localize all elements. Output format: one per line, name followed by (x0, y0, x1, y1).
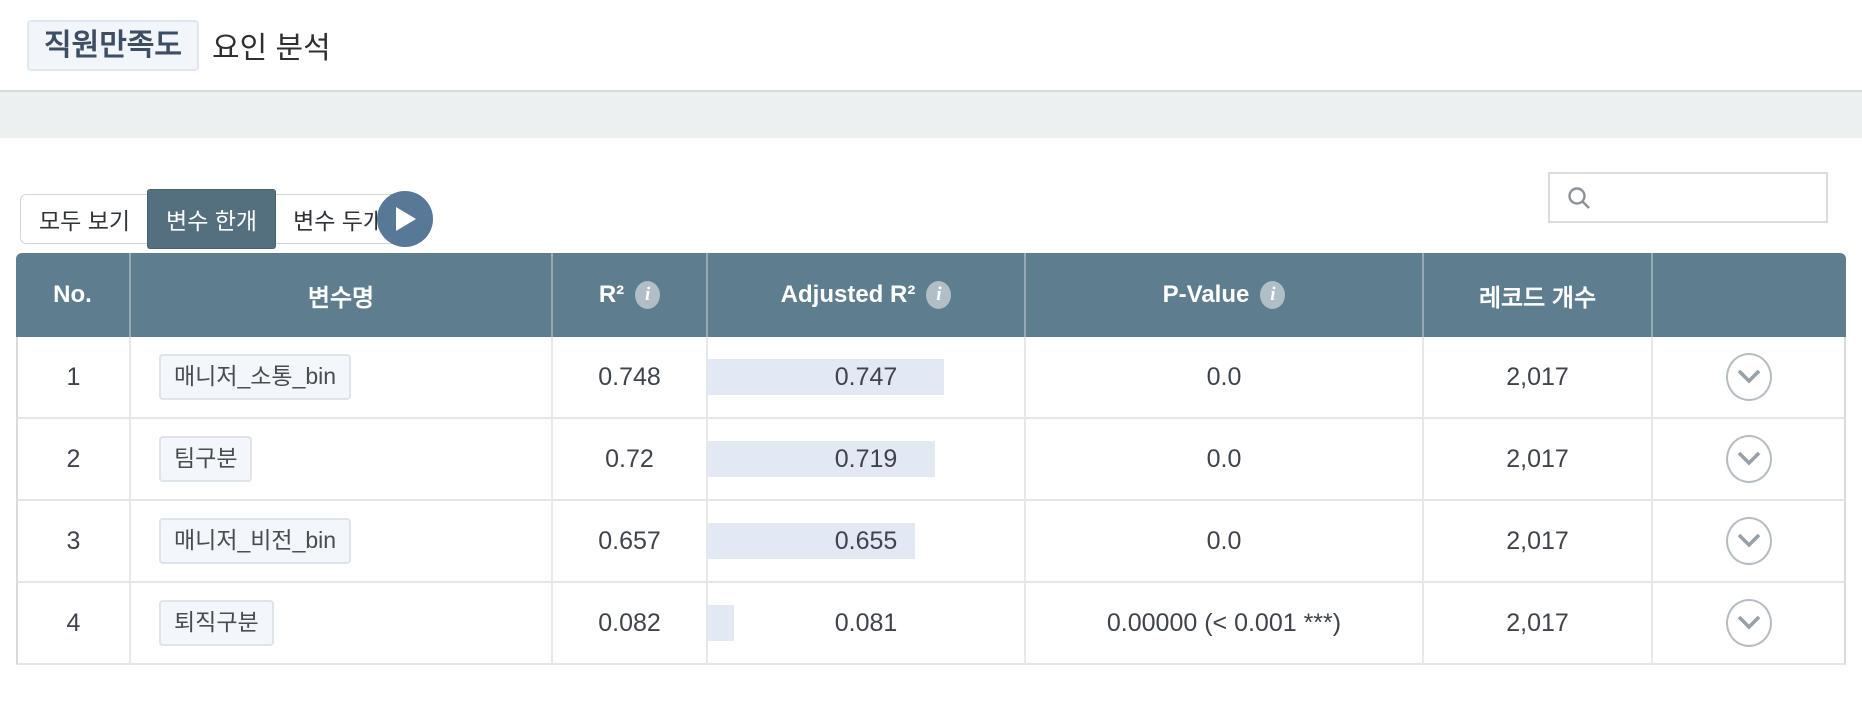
title-variable-chip: 직원만족도 (27, 19, 199, 71)
variable-name-chip: 퇴직구분 (159, 600, 274, 646)
record-count: 2,017 (1424, 419, 1653, 501)
adjusted-r2-cell: 0.719 (708, 419, 1026, 501)
column-header-expand (1653, 253, 1846, 337)
adjusted-r2-bar (708, 359, 945, 395)
page-header: 직원만족도 요인 분석 (0, 0, 1862, 90)
page-title: 요인 분석 (212, 32, 331, 65)
row-number: 4 (16, 583, 131, 665)
search-box (1548, 172, 1862, 223)
run-analysis-button[interactable] (377, 191, 433, 247)
table-row: 2 팀구분 0.72 0.719 0.0 2,017 (16, 419, 1846, 501)
adjusted-r2-info-icon[interactable]: i (926, 281, 952, 310)
record-count: 2,017 (1424, 337, 1653, 419)
column-header-adjusted-r2: Adjusted R² i (708, 253, 1026, 337)
p-value: 0.0 (1026, 337, 1424, 419)
r2-value: 0.657 (553, 501, 708, 583)
table-row: 1 매니저_소통_bin 0.748 0.747 0.0 2,017 (16, 337, 1846, 419)
view-filter-group: 모두 보기 변수 한개 변수 두개 (20, 190, 404, 248)
analysis-result-table: No. 변수명 R² i Adjusted R² i P-Value i 레코드 개수… (16, 253, 1846, 665)
chevron-down-icon (1737, 369, 1761, 385)
column-header-r2: R² i (553, 253, 708, 337)
adjusted-r2-cell: 0.081 (708, 583, 1026, 665)
adjusted-r2-cell: 0.655 (708, 501, 1026, 583)
column-header-record-count: 레코드 개수 (1424, 253, 1653, 337)
filter-one-variable-button[interactable]: 변수 한개 (148, 190, 276, 248)
p-value: 0.00000 (< 0.001 ***) (1026, 583, 1424, 665)
variable-name-chip: 팀구분 (159, 436, 253, 482)
record-count: 2,017 (1424, 501, 1653, 583)
table-row: 4 퇴직구분 0.082 0.081 0.00000 (< 0.001 ***)… (16, 583, 1846, 665)
row-number: 3 (16, 501, 131, 583)
table-row: 3 매니저_비전_bin 0.657 0.655 0.0 2,017 (16, 501, 1846, 583)
expand-row-button[interactable] (1725, 435, 1772, 483)
p-value: 0.0 (1026, 501, 1424, 583)
adjusted-r2-value: 0.747 (834, 362, 898, 391)
adjusted-r2-value: 0.719 (834, 444, 898, 473)
header-divider-band (0, 90, 1862, 138)
filter-two-variables-button[interactable]: 변수 두개 (275, 195, 402, 243)
column-header-no: No. (16, 253, 131, 337)
r2-value: 0.72 (553, 419, 708, 501)
adjusted-r2-cell: 0.747 (708, 337, 1026, 419)
variable-name-chip: 매니저_비전_bin (159, 518, 352, 564)
expand-row-button[interactable] (1725, 517, 1772, 565)
column-header-variable-name: 변수명 (131, 253, 553, 337)
expand-row-button[interactable] (1725, 353, 1772, 401)
row-number: 1 (16, 337, 131, 419)
p-value: 0.0 (1026, 419, 1424, 501)
adjusted-r2-bar (708, 605, 734, 641)
table-header-row: No. 변수명 R² i Adjusted R² i P-Value i 레코드 개수 (16, 253, 1846, 337)
adjusted-r2-value: 0.655 (834, 526, 898, 555)
search-icon (1566, 185, 1592, 211)
chevron-down-icon (1737, 615, 1761, 631)
play-icon (393, 206, 417, 232)
filter-view-all-button[interactable]: 모두 보기 (21, 195, 148, 243)
adjusted-r2-value: 0.081 (834, 608, 898, 637)
search-input[interactable] (1592, 174, 1862, 221)
r2-value: 0.748 (553, 337, 708, 419)
adjusted-r2-bar (708, 523, 915, 559)
column-header-p-value: P-Value i (1026, 253, 1424, 337)
expand-row-button[interactable] (1725, 599, 1772, 647)
toolbar: 모두 보기 변수 한개 변수 두개 (0, 138, 1862, 253)
p-value-info-icon[interactable]: i (1260, 281, 1286, 310)
chevron-down-icon (1737, 451, 1761, 467)
chevron-down-icon (1737, 533, 1761, 549)
r2-info-icon[interactable]: i (635, 281, 661, 310)
variable-name-chip: 매니저_소통_bin (159, 354, 352, 400)
adjusted-r2-bar (708, 441, 936, 477)
record-count: 2,017 (1424, 583, 1653, 665)
r2-value: 0.082 (553, 583, 708, 665)
row-number: 2 (16, 419, 131, 501)
